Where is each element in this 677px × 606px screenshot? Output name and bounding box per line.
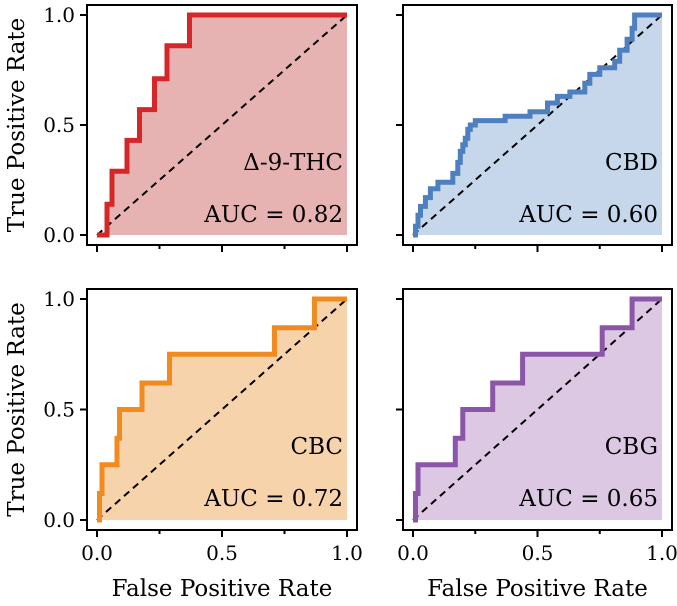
roc-curve-line bbox=[413, 12, 662, 238]
roc-panel-1: CBD AUC = 0.60 bbox=[396, 4, 673, 252]
y-tick-label: 1.0 bbox=[43, 3, 75, 27]
roc-panel-0: 0.0 0.5 1.0 Δ-9-THC AUC = 0.82 True Positive … bbox=[4, 3, 358, 252]
y-tick-label: 0.5 bbox=[43, 398, 75, 422]
chance-diagonal-line bbox=[412, 298, 663, 521]
roc-curve-line bbox=[97, 12, 347, 238]
x-tick-label: 0.5 bbox=[522, 541, 554, 565]
panel-compound-label: CBC bbox=[290, 434, 343, 460]
x-tick-label: 0.0 bbox=[397, 541, 429, 565]
panel-compound-label: CBG bbox=[605, 434, 658, 460]
roc-area-fill bbox=[413, 299, 662, 520]
chance-diagonal-line bbox=[96, 14, 348, 236]
x-axis-label: False Positive Rate bbox=[112, 576, 333, 602]
x-tick-label: 1.0 bbox=[331, 541, 363, 565]
chance-diagonal-line bbox=[96, 298, 348, 521]
x-tick-label: 0.0 bbox=[81, 541, 113, 565]
y-tick-label: 1.0 bbox=[43, 287, 75, 311]
y-tick-label: 0.5 bbox=[43, 113, 75, 137]
roc-panel-2: 0.0 0.5 1.0 0.0 0.5 1.0 CBC AUC = 0.72 True Posi… bbox=[4, 287, 363, 602]
roc-panel-3: 0.0 0.5 1.0 CBG AUC = 0.65 False Positive Rat… bbox=[396, 288, 677, 602]
y-axis-label: True Positive Rate bbox=[4, 302, 30, 517]
panel-compound-label: CBD bbox=[605, 150, 658, 176]
roc-area-fill bbox=[97, 15, 347, 235]
roc-curve-line bbox=[97, 296, 347, 523]
roc-area-fill bbox=[413, 15, 662, 235]
panel-auc-label: AUC = 0.82 bbox=[203, 202, 343, 228]
panel-compound-label: Δ-9-THC bbox=[243, 150, 343, 176]
roc-area-fill bbox=[97, 299, 347, 520]
roc-curve-line bbox=[413, 296, 662, 523]
panel-auc-label: AUC = 0.72 bbox=[203, 486, 343, 512]
y-tick-label: 0.0 bbox=[43, 508, 75, 532]
panel-auc-label: AUC = 0.65 bbox=[518, 486, 658, 512]
x-axis-label: False Positive Rate bbox=[427, 576, 648, 602]
x-tick-label: 0.5 bbox=[206, 541, 238, 565]
y-axis-label: True Positive Rate bbox=[4, 18, 30, 233]
y-tick-label: 0.0 bbox=[43, 223, 75, 247]
panel-auc-label: AUC = 0.60 bbox=[518, 202, 658, 228]
x-tick-label: 1.0 bbox=[646, 541, 677, 565]
